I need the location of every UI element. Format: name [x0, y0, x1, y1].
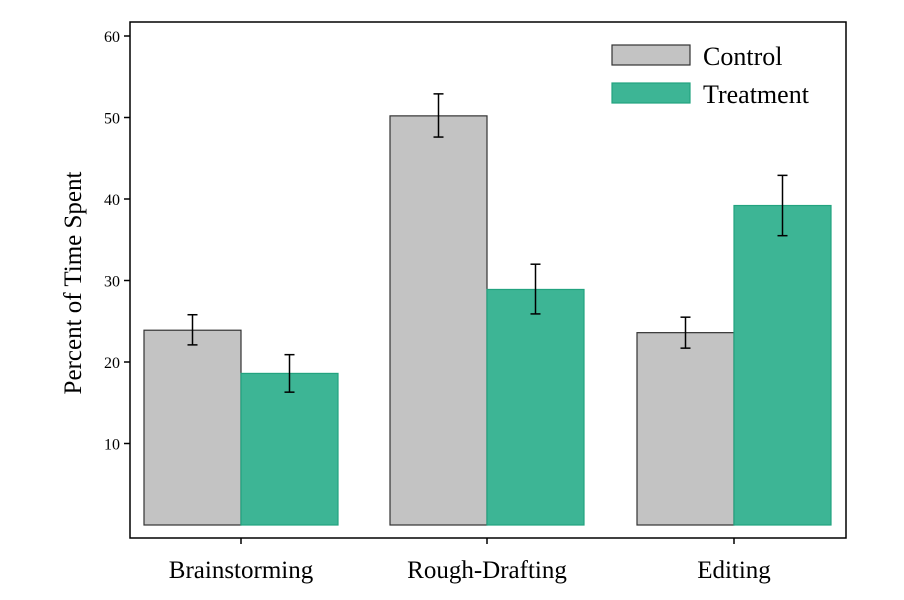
legend-label-control: Control [703, 42, 782, 71]
y-tick-label: 60 [104, 29, 120, 46]
bar-treatment-rough-drafting [486, 288, 585, 526]
legend-swatch-control [611, 44, 691, 66]
legend: Control Treatment [611, 42, 810, 109]
y-axis-label: Percent of Time Spent [60, 171, 87, 394]
y-axis: 10 20 30 40 50 60 [104, 29, 130, 454]
bar-treatment-editing [733, 204, 832, 526]
x-category-label: Editing [697, 557, 771, 584]
bar-control-editing [636, 332, 735, 526]
y-tick-label: 10 [104, 437, 120, 454]
bar-control-brainstorming [143, 329, 242, 526]
y-tick-label: 30 [104, 274, 120, 291]
legend-label-treatment: Treatment [703, 80, 810, 109]
bars-layer [143, 115, 832, 526]
bar-treatment-brainstorming [240, 372, 339, 526]
error-bars-layer [187, 93, 788, 393]
y-tick-label: 20 [104, 355, 120, 372]
legend-swatch-treatment [611, 82, 691, 104]
x-axis: Brainstorming Rough-Drafting Editing [169, 538, 771, 584]
bar-control-rough-drafting [389, 115, 488, 526]
y-tick-label: 40 [104, 192, 120, 209]
y-tick-label: 50 [104, 111, 120, 128]
x-category-label: Brainstorming [169, 557, 314, 584]
x-category-label: Rough-Drafting [407, 557, 567, 584]
